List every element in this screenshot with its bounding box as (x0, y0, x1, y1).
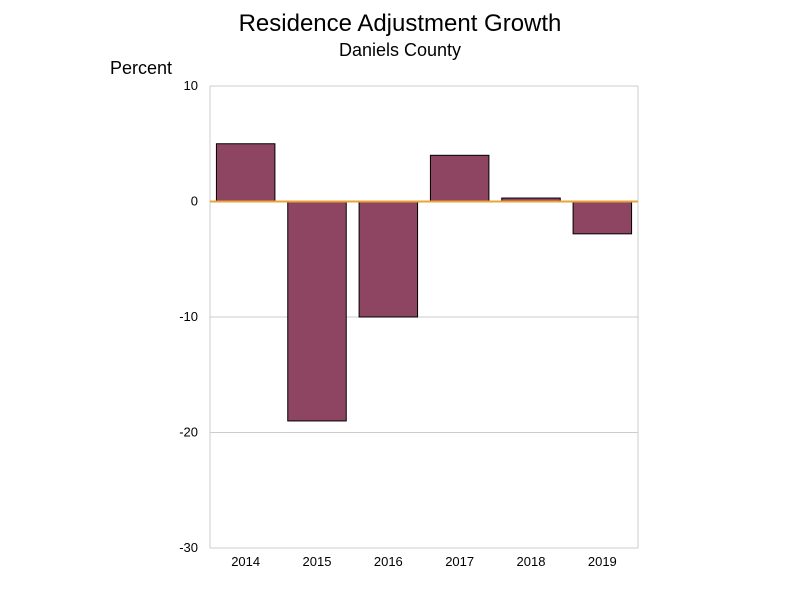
y-tick-label: 0 (191, 194, 198, 209)
bar (359, 202, 417, 318)
bar (573, 202, 631, 234)
x-tick-label: 2014 (231, 554, 260, 569)
x-tick-label: 2019 (588, 554, 617, 569)
x-tick-label: 2016 (374, 554, 403, 569)
y-tick-label: 10 (184, 78, 198, 93)
chart-canvas: -30 -20 -10 0 10 2014 2015 2016 2017 2018 2019 (0, 0, 800, 600)
y-tick-label: -30 (179, 540, 198, 555)
x-tick-label: 2017 (445, 554, 474, 569)
bar (288, 202, 346, 421)
y-tick-label: -10 (179, 309, 198, 324)
x-tick-label: 2015 (303, 554, 332, 569)
x-tick-label: 2018 (517, 554, 546, 569)
bar (216, 144, 274, 202)
y-tick-label: -20 (179, 425, 198, 440)
bar (430, 155, 488, 201)
